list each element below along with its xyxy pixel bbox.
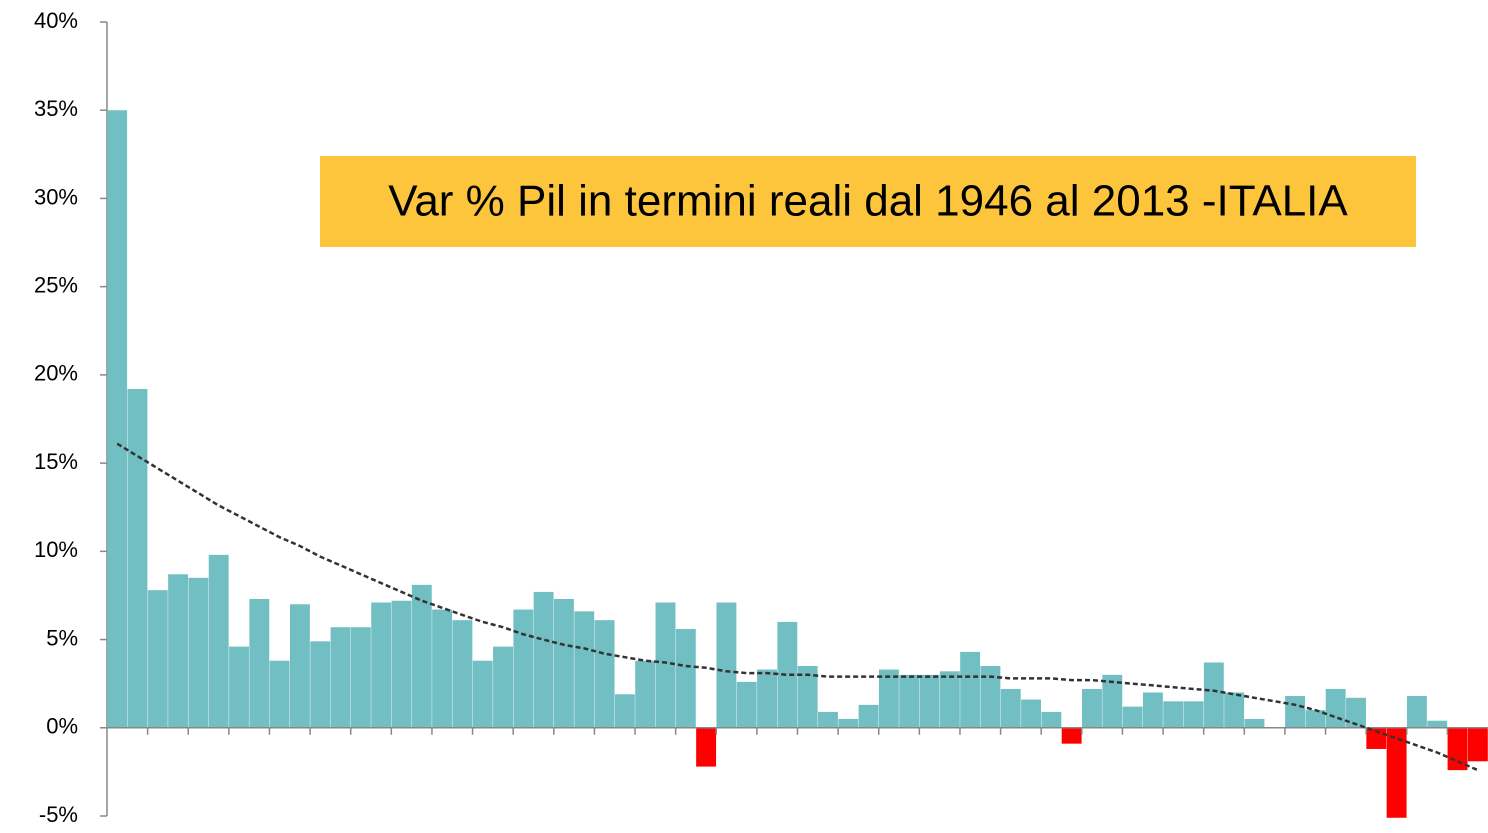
bar bbox=[411, 584, 432, 728]
bar bbox=[188, 577, 209, 728]
bar bbox=[1325, 688, 1346, 728]
bar bbox=[452, 620, 473, 728]
bar bbox=[432, 609, 453, 728]
y-tick-label: 5% bbox=[46, 625, 78, 650]
bar bbox=[513, 609, 534, 728]
bar bbox=[594, 620, 615, 728]
bar bbox=[1346, 697, 1366, 728]
bar bbox=[675, 628, 696, 728]
bar bbox=[1142, 692, 1163, 728]
trend-line bbox=[116, 442, 1479, 772]
bar bbox=[1122, 706, 1143, 728]
bar bbox=[1447, 727, 1468, 771]
y-tick-label: 40% bbox=[34, 8, 78, 33]
bar bbox=[1163, 701, 1184, 728]
bar bbox=[919, 674, 940, 728]
bar bbox=[330, 627, 351, 728]
bar bbox=[878, 669, 899, 728]
y-tick-label: 10% bbox=[34, 537, 78, 562]
bar bbox=[1467, 727, 1488, 762]
bar bbox=[472, 660, 493, 728]
bar bbox=[818, 711, 838, 728]
y-tick-label: 0% bbox=[46, 714, 78, 739]
bar bbox=[1386, 727, 1407, 818]
bar bbox=[1427, 720, 1448, 728]
y-tick-label: 20% bbox=[34, 361, 78, 386]
bar bbox=[1305, 710, 1326, 728]
title-box bbox=[320, 156, 1416, 247]
bar bbox=[614, 694, 635, 728]
bar bbox=[533, 591, 554, 728]
y-tick-label: 35% bbox=[34, 96, 78, 121]
bar bbox=[777, 621, 798, 728]
bar bbox=[939, 671, 960, 728]
bar bbox=[371, 602, 392, 728]
bar bbox=[696, 727, 717, 767]
bar bbox=[310, 641, 331, 728]
y-tick-label: -5% bbox=[39, 802, 78, 827]
bar bbox=[1406, 696, 1427, 728]
bar bbox=[168, 574, 189, 728]
bar bbox=[1244, 718, 1265, 728]
bar bbox=[229, 646, 249, 728]
bar bbox=[1102, 674, 1123, 728]
chart-title: Var % Pil in termini reali dal 1946 al 2… bbox=[388, 177, 1348, 226]
bar bbox=[960, 651, 981, 728]
y-tick-label: 15% bbox=[34, 449, 78, 474]
bar bbox=[269, 660, 290, 728]
y-tick-label: 30% bbox=[34, 184, 78, 209]
bar bbox=[249, 598, 270, 728]
bar bbox=[147, 590, 168, 728]
bar bbox=[1082, 688, 1102, 728]
bar bbox=[797, 666, 818, 728]
bar bbox=[493, 646, 513, 728]
bar bbox=[757, 669, 777, 728]
bar bbox=[107, 110, 128, 728]
bar bbox=[838, 718, 859, 728]
bar bbox=[1061, 727, 1082, 744]
bar bbox=[1041, 711, 1062, 728]
bar bbox=[1203, 662, 1224, 728]
bar bbox=[1021, 699, 1042, 728]
bar bbox=[899, 674, 920, 728]
bar bbox=[858, 704, 879, 728]
bar bbox=[574, 611, 595, 728]
bar bbox=[716, 602, 737, 728]
bar bbox=[289, 604, 310, 728]
bar bbox=[127, 389, 148, 728]
bar bbox=[980, 666, 1001, 728]
bar bbox=[1366, 727, 1387, 749]
bar bbox=[391, 600, 412, 728]
bar bbox=[655, 602, 676, 728]
bar bbox=[1000, 688, 1021, 728]
bar bbox=[553, 598, 574, 728]
bar bbox=[1183, 701, 1204, 728]
bar bbox=[1224, 692, 1245, 728]
y-tick-label: 25% bbox=[34, 272, 78, 297]
bar bbox=[208, 554, 229, 728]
bar bbox=[1285, 696, 1306, 728]
bar bbox=[635, 660, 656, 728]
bar bbox=[736, 681, 757, 728]
bar bbox=[350, 627, 371, 728]
